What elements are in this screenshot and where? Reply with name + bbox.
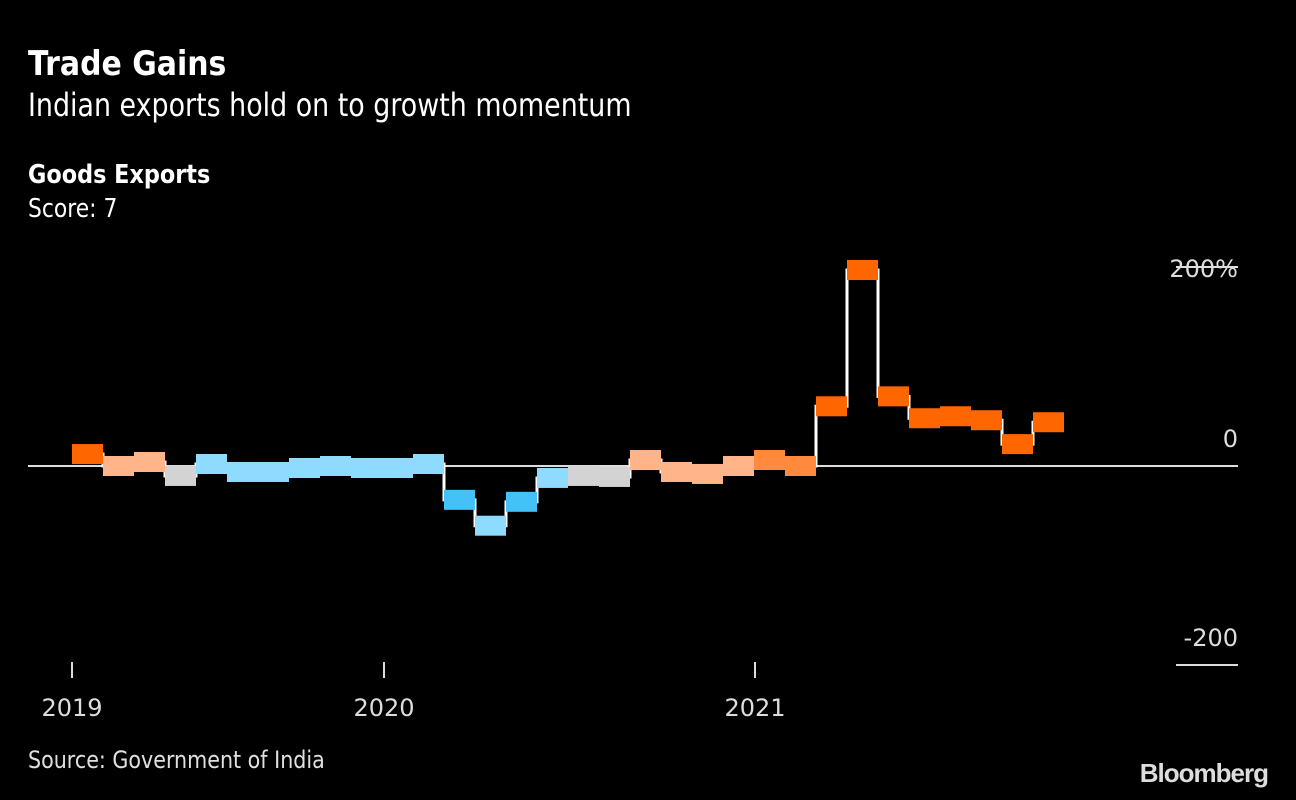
x-tick-label-2021: 2021 — [724, 694, 785, 722]
source-note: Source: Government of India — [28, 746, 325, 774]
bar-2019-01 — [72, 444, 103, 465]
panel-title: Goods Exports — [28, 160, 211, 190]
score-label: Score: 7 — [28, 194, 118, 224]
bar-2019-10 — [351, 457, 382, 478]
bar-2020-10 — [723, 456, 754, 476]
bar-2021-01 — [816, 396, 847, 417]
bar-2021-04 — [909, 408, 940, 429]
bloomberg-logo: Bloomberg — [1139, 758, 1269, 788]
x-tick-label-2019: 2019 — [41, 694, 102, 722]
bar-2020-11 — [754, 450, 785, 471]
bar-2020-05 — [568, 465, 599, 486]
bar-2021-02 — [847, 259, 878, 280]
bar-2019-08 — [289, 457, 320, 478]
y-tick-label-0: 0 — [1223, 425, 1238, 453]
bar-2020-02 — [475, 515, 506, 536]
bar-2020-03 — [506, 491, 537, 512]
bar-2021-08 — [1033, 412, 1064, 433]
bar-2019-07 — [258, 461, 289, 482]
bar-2021-07 — [1002, 434, 1033, 455]
bar-2020-01 — [444, 489, 475, 510]
y-tick-label-200: 200% — [1169, 255, 1238, 283]
bar-2021-06 — [971, 410, 1002, 431]
x-tick-label-2020: 2020 — [353, 694, 414, 722]
bar-2020-12 — [785, 456, 816, 476]
chart-title: Trade Gains — [28, 44, 227, 84]
bar-2019-05 — [196, 454, 227, 475]
bar-2019-06 — [227, 461, 258, 482]
bar-2019-09 — [320, 456, 351, 476]
bar-2021-03 — [878, 386, 909, 407]
bar-2020-04 — [537, 467, 568, 488]
bar-2020-09 — [692, 463, 723, 484]
bar-2020-08 — [661, 461, 692, 482]
bar-2019-02 — [103, 456, 134, 476]
chart-subtitle: Indian exports hold on to growth momentu… — [28, 86, 632, 124]
y-tick-label-neg200: -200 — [1184, 624, 1238, 652]
bar-2019-04 — [165, 465, 196, 486]
bar-2019-12 — [413, 454, 444, 475]
bar-2020-06 — [599, 466, 630, 487]
bar-2021-05 — [940, 406, 971, 427]
bar-2019-03 — [134, 452, 165, 473]
bar-2019-11 — [382, 457, 413, 478]
bar-2020-07 — [630, 450, 661, 471]
